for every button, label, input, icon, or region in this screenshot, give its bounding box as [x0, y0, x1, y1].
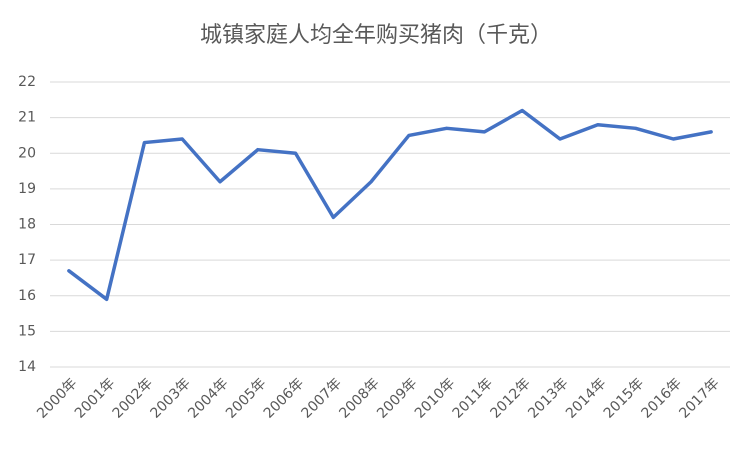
- y-tick-label: 17: [18, 252, 36, 268]
- y-tick-label: 21: [18, 110, 36, 126]
- y-tick-label: 15: [18, 323, 36, 339]
- y-tick-label: 14: [18, 359, 36, 375]
- y-tick-label: 22: [18, 74, 36, 90]
- y-tick-label: 20: [18, 145, 36, 161]
- chart-title: 城镇家庭人均全年购买猪肉（千克）: [200, 23, 552, 48]
- data-line: [67, 108, 713, 302]
- y-tick-label: 16: [18, 288, 36, 304]
- y-tick-label: 19: [18, 181, 36, 197]
- y-tick-label: 18: [18, 217, 36, 233]
